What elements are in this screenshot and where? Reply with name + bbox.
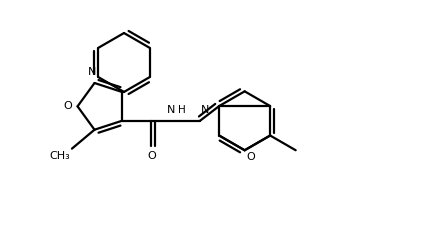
Text: H: H [178, 106, 186, 115]
Text: N: N [167, 106, 175, 115]
Text: O: O [147, 151, 156, 161]
Text: CH₃: CH₃ [49, 151, 70, 161]
Text: N: N [201, 106, 210, 115]
Text: N: N [88, 67, 97, 77]
Text: O: O [63, 101, 72, 111]
Text: O: O [246, 152, 255, 162]
